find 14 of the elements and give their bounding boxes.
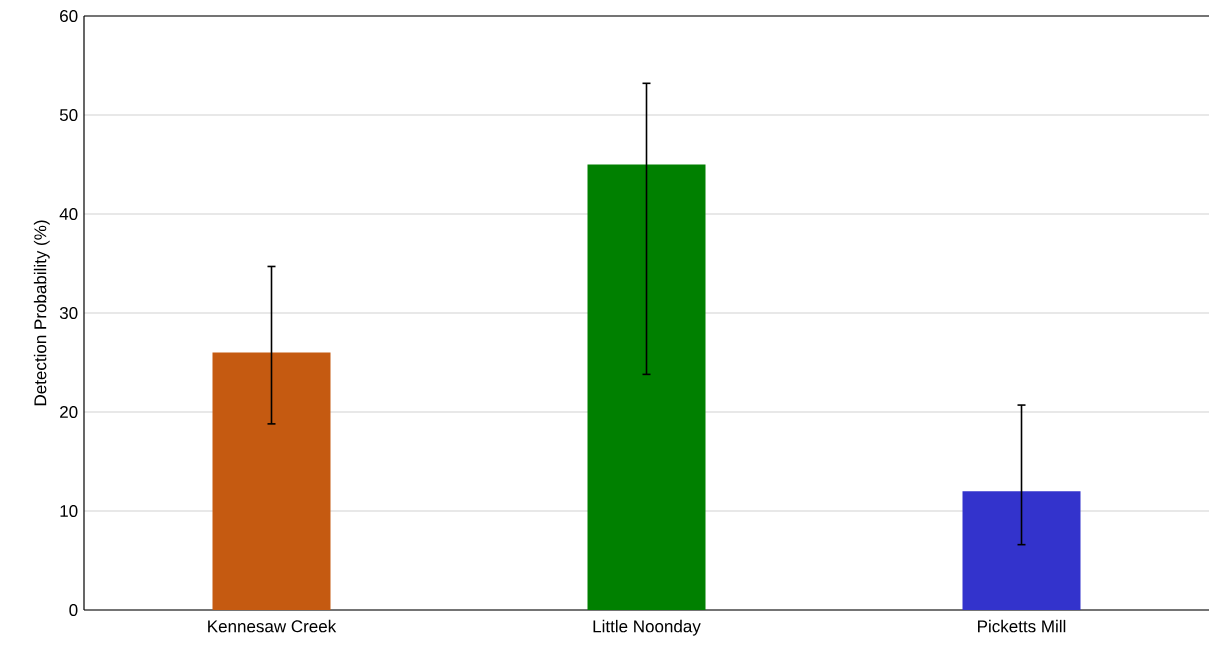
- x-tick-label: Picketts Mill: [978, 619, 1066, 633]
- y-tick-label: 10: [60, 504, 78, 518]
- y-tick-label: 30: [59, 306, 78, 320]
- y-axis-title: Detection Probability (%): [33, 220, 50, 406]
- x-tick-label: Little Noonday: [593, 619, 701, 636]
- bar: [962, 491, 1081, 610]
- x-tick-label: Kennesaw Creek: [208, 619, 337, 633]
- y-tick-label: 20: [60, 405, 78, 419]
- y-tick-label: 60: [60, 9, 78, 23]
- y-tick-label: 0: [69, 603, 78, 617]
- y-tick-label: 50: [59, 108, 78, 122]
- y-tick-label: 40: [59, 207, 78, 221]
- bar: [587, 164, 706, 610]
- bar: [212, 352, 331, 610]
